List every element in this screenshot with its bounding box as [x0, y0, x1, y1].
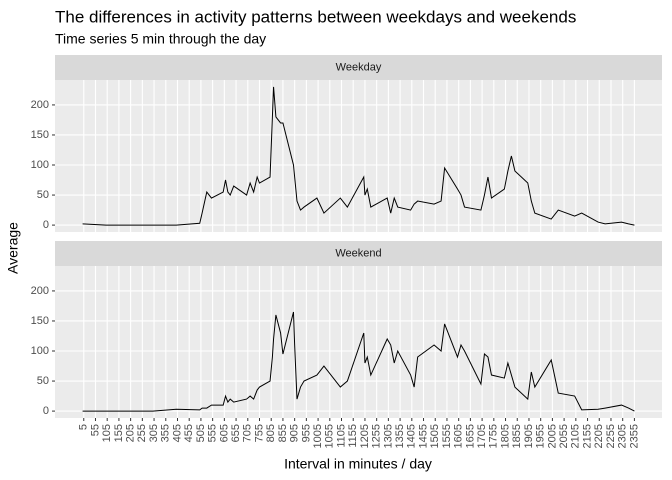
x-tick-label: 1455 [417, 424, 429, 448]
y-tick-label: 100 [31, 345, 49, 357]
x-tick-label: 105 [101, 424, 113, 442]
x-tick-label: 1955 [535, 424, 547, 448]
x-tick-label: 505 [195, 424, 207, 442]
x-tick-label: 305 [148, 424, 160, 442]
chart-title: The differences in activity patterns bet… [55, 7, 576, 26]
y-tick-label: 100 [31, 159, 49, 171]
x-tick-label: 1855 [511, 424, 523, 448]
x-tick-label: 805 [265, 424, 277, 442]
data-line [82, 311, 635, 412]
x-tick-label: 355 [160, 424, 172, 442]
y-tick-label: 0 [43, 219, 49, 231]
x-tick-label: 1355 [394, 424, 406, 448]
x-tick-label: 1205 [359, 424, 371, 448]
x-tick-label: 1605 [453, 424, 465, 448]
x-tick-label: 2105 [570, 424, 582, 448]
x-axis-label: Interval in minutes / day [284, 456, 432, 472]
y-tick-label: 0 [43, 405, 49, 417]
strip-label: Weekday [336, 61, 382, 73]
x-tick-label: 905 [289, 424, 301, 442]
strip-label: Weekend [335, 247, 381, 259]
x-tick-label: 955 [300, 424, 312, 442]
x-tick-label: 605 [218, 424, 230, 442]
x-tick-label: 1255 [371, 424, 383, 448]
x-tick-label: 255 [136, 424, 148, 442]
y-tick-label: 200 [31, 285, 49, 297]
x-tick-label: 555 [207, 424, 219, 442]
x-tick-label: 2205 [593, 424, 605, 448]
x-tick-label: 455 [183, 424, 195, 442]
data-line [82, 86, 635, 226]
x-tick-label: 1405 [406, 424, 418, 448]
y-tick-label: 200 [31, 99, 49, 111]
x-tick-label: 1505 [429, 424, 441, 448]
x-tick-label: 1305 [382, 424, 394, 448]
x-tick-label: 1755 [488, 424, 500, 448]
x-tick-label: 205 [125, 424, 137, 442]
y-axis-label: Average [5, 222, 21, 274]
x-tick-label: 755 [253, 424, 265, 442]
x-tick-label: 1655 [464, 424, 476, 448]
x-tick-label: 655 [230, 424, 242, 442]
strip [55, 241, 662, 266]
x-tick-label: 2255 [605, 424, 617, 448]
x-tick-label: 1155 [347, 424, 359, 448]
x-tick-label: 55 [89, 424, 101, 436]
y-tick-label: 50 [37, 375, 49, 387]
chart-subtitle: Time series 5 min through the day [55, 31, 266, 47]
x-tick-label: 1105 [335, 424, 347, 448]
y-tick-label: 150 [31, 129, 49, 141]
x-tick-label: 405 [171, 424, 183, 442]
strip [55, 55, 662, 80]
x-tick-label: 1005 [312, 424, 324, 448]
x-tick-label: 5 [78, 424, 90, 430]
y-tick-label: 50 [37, 189, 49, 201]
x-tick-label: 2005 [546, 424, 558, 448]
x-tick-label: 1805 [499, 424, 511, 448]
x-tick-label: 2055 [558, 424, 570, 448]
panel [55, 80, 662, 232]
x-tick-label: 1055 [324, 424, 336, 448]
x-tick-label: 1705 [476, 424, 488, 448]
y-tick-label: 150 [31, 315, 49, 327]
x-tick-label: 155 [113, 424, 125, 442]
x-tick-label: 2155 [581, 424, 593, 448]
x-tick-label: 2305 [617, 424, 629, 448]
x-tick-label: 1905 [523, 424, 535, 448]
x-tick-label: 1555 [441, 424, 453, 448]
x-tick-label: 855 [277, 424, 289, 442]
x-tick-label: 2355 [628, 424, 640, 448]
x-tick-label: 705 [242, 424, 254, 442]
